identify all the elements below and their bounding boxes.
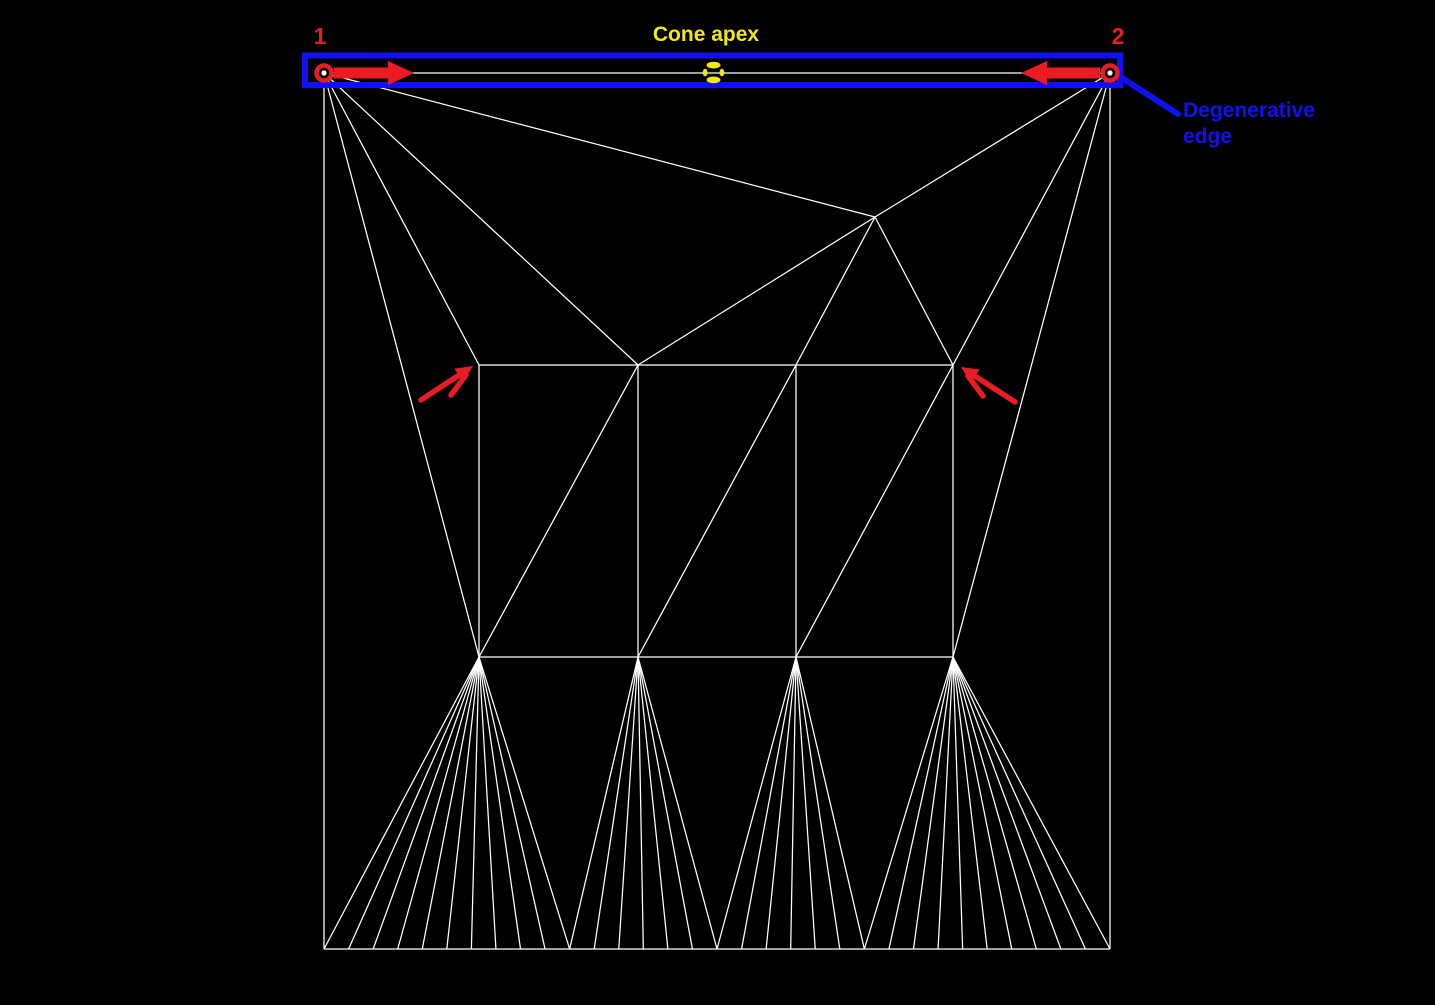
fan-line: [952, 656, 1037, 950]
fan-line: [795, 656, 841, 950]
annotation-layer: [302, 52, 1181, 405]
fan-line: [569, 656, 639, 950]
fan-line: [795, 656, 865, 950]
fan-line: [952, 656, 1013, 950]
fan-line: [912, 656, 954, 950]
fan-line: [397, 656, 480, 950]
fan-line: [593, 656, 639, 950]
fan-line: [937, 656, 954, 950]
fan-line: [470, 656, 480, 950]
fan-line: [952, 656, 988, 950]
fan-line: [347, 656, 480, 950]
mesh-edge: [637, 216, 876, 366]
fan-line: [421, 656, 480, 950]
mesh-edge: [795, 216, 876, 366]
mesh-edge: [323, 72, 639, 366]
mesh-edge: [952, 72, 1111, 366]
cone-apex-point-marker-dash: [706, 61, 721, 69]
wireframe-mesh: [323, 72, 1111, 950]
fan-line: [952, 656, 1087, 950]
fan-line: [372, 656, 480, 950]
fan-line: [478, 656, 522, 950]
cone-apex-label: Cone apex: [653, 23, 760, 46]
fan-line: [765, 656, 797, 950]
degenerative-edge-leader-line: [1119, 75, 1181, 117]
fan-line: [716, 656, 797, 950]
mesh-edge: [637, 364, 797, 658]
cone-apex-point-marker-dash: [706, 76, 721, 84]
degenerative-edge-label-line2: edge: [1183, 125, 1232, 148]
vertex-1-label: 1: [314, 23, 327, 49]
degenerative-edge-highlight-box: [302, 52, 1123, 88]
cone-apex-point-marker-dash: [719, 68, 725, 77]
triangle-fan-lines: [323, 656, 1111, 950]
mesh-edge: [952, 72, 1111, 658]
cone-apex-point-marker-dash: [702, 68, 708, 77]
mesh-edge: [323, 72, 480, 366]
fan-line: [952, 656, 1062, 950]
degenerative-edge-label-line1: Degenerative: [1183, 99, 1315, 122]
fan-line: [740, 656, 797, 950]
fan-line: [478, 656, 497, 950]
fan-line: [952, 656, 964, 950]
fan-line: [323, 656, 480, 950]
fan-line: [446, 656, 480, 950]
fan-line: [618, 656, 639, 950]
pointer-arrow-shaft: [418, 368, 468, 403]
fan-line: [637, 656, 644, 950]
mesh-edge: [874, 72, 1111, 218]
vertex-2-label: 2: [1112, 23, 1125, 49]
mesh-edge: [795, 364, 954, 658]
edge-direction-arrow: [334, 61, 414, 85]
mesh-edge: [478, 364, 639, 658]
pointer-arrow-barb: [448, 372, 469, 398]
mesh-edge: [323, 72, 876, 218]
fan-line: [637, 656, 669, 950]
fan-line: [790, 656, 797, 950]
fan-line: [637, 656, 718, 950]
pointer-arrow-barb: [965, 373, 986, 399]
mesh-edge: [323, 72, 480, 658]
fan-line: [888, 656, 954, 950]
mesh-edge: [874, 216, 954, 366]
fan-line: [478, 656, 571, 950]
fan-line: [478, 656, 546, 950]
fan-line: [637, 656, 694, 950]
fan-line: [795, 656, 816, 950]
vertex-ring-center-dot: [321, 70, 327, 76]
fan-line: [863, 656, 954, 950]
fan-line: [952, 656, 1111, 950]
vertex-ring-center-dot: [1107, 70, 1113, 76]
edge-direction-arrow: [1021, 61, 1100, 85]
pointer-arrow-shaft: [966, 369, 1018, 405]
